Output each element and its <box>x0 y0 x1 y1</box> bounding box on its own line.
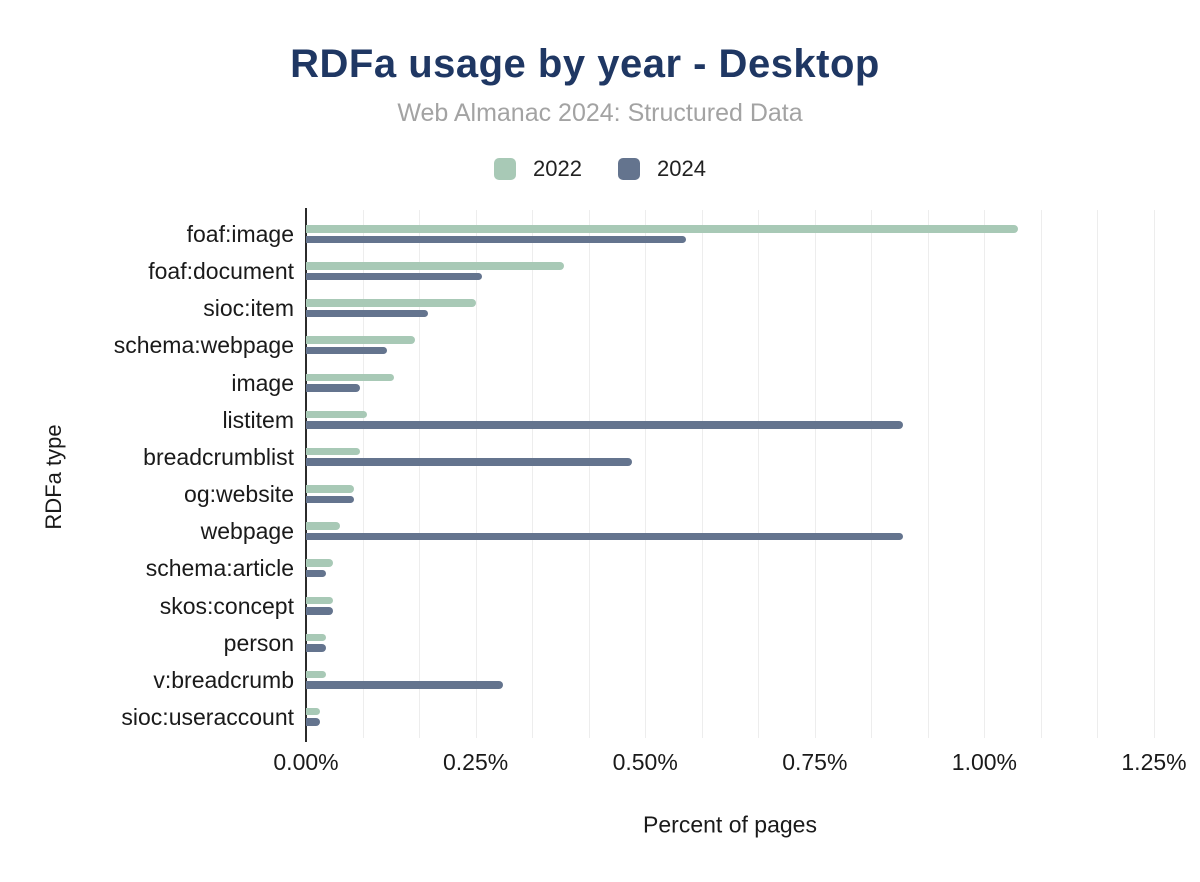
bar-2022 <box>306 447 361 456</box>
chart-title: RDFa usage by year - Desktop <box>290 42 880 86</box>
bar-2024 <box>306 346 388 355</box>
bar-2024 <box>306 681 503 689</box>
bar-2024 <box>306 569 327 578</box>
gridline <box>419 210 421 738</box>
x-tick-label: 0.50% <box>612 749 678 775</box>
category-label: foaf:document <box>148 258 294 285</box>
x-tick-label: 0.00% <box>273 749 339 775</box>
category-label: foaf:image <box>186 221 294 247</box>
bar-2022 <box>306 225 1019 233</box>
category-label: schema:article <box>145 555 294 582</box>
x-axis-title: Percent of pages <box>643 811 817 838</box>
x-tick-label: 1.00% <box>951 749 1017 775</box>
bar-2022 <box>306 707 320 716</box>
category-label: og:website <box>184 481 294 508</box>
bar-2022 <box>306 485 354 493</box>
bar-2022 <box>306 373 395 382</box>
bar-2022 <box>306 336 415 344</box>
bar-2024 <box>306 384 361 392</box>
bar-2024 <box>306 495 354 504</box>
y-axis-line <box>305 208 307 742</box>
bar-2022 <box>306 596 334 604</box>
category-label: sioc:useraccount <box>121 703 294 730</box>
plot-area <box>305 208 1155 745</box>
bar-2024 <box>306 421 903 429</box>
gridline <box>475 210 477 738</box>
bar-2024 <box>306 607 334 615</box>
gridline <box>871 210 873 738</box>
bar-2024 <box>306 718 320 726</box>
gridline <box>1040 210 1042 738</box>
gridline <box>984 210 986 738</box>
gridline <box>814 210 816 738</box>
bar-2022 <box>306 522 340 530</box>
y-axis-title: RDFa type <box>41 424 66 530</box>
bar-2022 <box>306 670 327 679</box>
gridline <box>701 210 703 738</box>
gridline <box>588 210 590 738</box>
legend-swatch-2022 <box>494 158 517 180</box>
category-label: v:breadcrumb <box>153 666 294 693</box>
legend-item-2022: 2022 <box>494 156 582 182</box>
x-tick-label: 0.25% <box>442 749 509 775</box>
legend-label: 2024 <box>657 156 706 181</box>
bar-2024 <box>306 309 429 318</box>
bar-2024 <box>306 458 632 466</box>
bar-2022 <box>306 299 476 307</box>
category-label: person <box>223 629 294 656</box>
bar-2024 <box>306 272 483 281</box>
category-label: skos:concept <box>159 592 294 619</box>
bar-2022 <box>306 633 327 642</box>
bar-2022 <box>306 559 334 567</box>
gridline <box>1097 210 1099 738</box>
chart-subtitle: Web Almanac 2024: Structured Data <box>397 99 803 127</box>
legend-item-2024: 2024 <box>618 156 706 182</box>
category-label: image <box>231 369 294 396</box>
gridline <box>1154 210 1155 738</box>
bar-2024 <box>306 532 903 541</box>
gridline <box>645 210 647 738</box>
bar-2024 <box>306 235 686 243</box>
legend-label: 2022 <box>533 156 582 181</box>
gridline <box>927 210 929 738</box>
bar-2024 <box>306 644 327 652</box>
category-label: schema:webpage <box>113 332 294 359</box>
gridline <box>362 210 364 738</box>
x-tick-label: 1.25% <box>1121 749 1187 775</box>
gridline <box>758 210 760 738</box>
category-label: sioc:item <box>203 295 294 322</box>
bar-2022 <box>306 410 368 419</box>
x-tick-label: 0.75% <box>782 749 848 775</box>
bar-2022 <box>306 262 564 270</box>
legend-swatch-2024 <box>618 158 640 180</box>
legend: 2022 2024 <box>0 156 1200 182</box>
gridline <box>532 210 534 738</box>
category-label: webpage <box>200 518 294 545</box>
category-label: listitem <box>222 406 294 433</box>
category-label: breadcrumblist <box>143 443 294 470</box>
